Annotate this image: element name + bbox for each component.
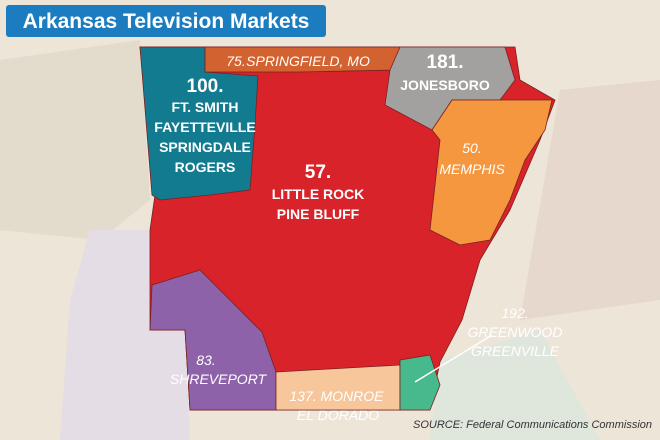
market-rank: 75.: [226, 53, 245, 69]
market-name: LITTLE ROCK: [272, 186, 365, 202]
market-rank: 83.: [196, 352, 215, 368]
market-name: SPRINGFIELD, MO: [246, 53, 370, 69]
market-rank: 192.: [501, 305, 528, 321]
neighbor-region: [60, 230, 190, 440]
market-name: ROGERS: [175, 159, 236, 175]
market-name: JONESBORO: [400, 77, 490, 93]
neighbor-region: [0, 40, 150, 240]
state: [139, 46, 556, 411]
market-name: FT. SMITH: [172, 99, 239, 115]
market-name: FAYETTEVILLE: [154, 119, 255, 135]
market-rank: 50.: [462, 140, 481, 156]
region-springfield: [204, 46, 401, 73]
market-name: GREENVILLE: [471, 343, 560, 359]
neighbor-region: [520, 80, 660, 320]
market-name: SHREVEPORT: [170, 371, 268, 387]
source: SOURCE: Federal Communications Commissio…: [413, 419, 652, 431]
market-name: SPRINGDALE: [159, 139, 251, 155]
market-name: EL DORADO: [297, 407, 379, 423]
market-name: GREENWOOD: [468, 324, 563, 340]
market-name: MONROE: [321, 388, 385, 404]
market-rank: 181.: [427, 52, 464, 73]
region-memphis: [429, 99, 553, 246]
callout-line: [414, 334, 493, 383]
market-name: MEMPHIS: [439, 161, 505, 177]
neighbor-region: [430, 330, 600, 440]
title: Arkansas Television Markets: [23, 10, 310, 33]
title-box: [6, 5, 326, 37]
market-rank: 57.: [305, 162, 331, 183]
market-rank: 100.: [187, 76, 224, 97]
region-greenwood: [399, 354, 441, 411]
market-rank: 137.: [289, 388, 316, 404]
market-name: PINE BLUFF: [277, 206, 360, 222]
